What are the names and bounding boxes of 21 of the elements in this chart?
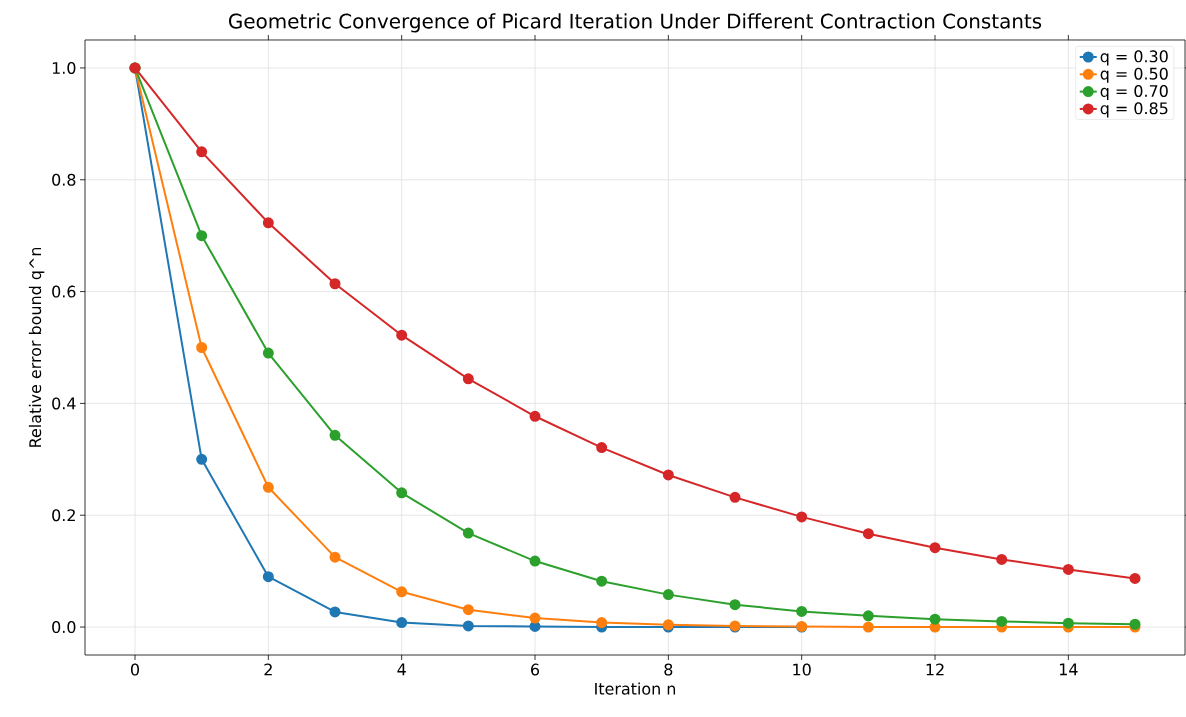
x-tick-label: 4 bbox=[397, 663, 406, 676]
x-tick-label: 2 bbox=[264, 663, 272, 676]
x-tick-label: 8 bbox=[664, 663, 673, 676]
x-tick-label: 12 bbox=[926, 663, 944, 676]
legend-label: q = 0.50 bbox=[1100, 67, 1168, 83]
y-axis-title: Relative error bound q^n bbox=[28, 247, 45, 447]
x-tick-label: 14 bbox=[1059, 663, 1078, 676]
y-tick-label: 0.0 bbox=[52, 621, 76, 634]
x-tick-label: 0 bbox=[130, 663, 140, 676]
legend-label: q = 0.30 bbox=[1100, 50, 1168, 66]
x-tick-label: 6 bbox=[531, 663, 540, 676]
y-tick-label: 0.6 bbox=[52, 285, 76, 298]
x-tick-label: 10 bbox=[793, 663, 811, 676]
legend-label: q = 0.85 bbox=[1100, 102, 1168, 118]
y-tick-label: 0.4 bbox=[52, 397, 76, 410]
y-tick-label: 0.2 bbox=[52, 509, 75, 522]
x-axis-title: Iteration n bbox=[595, 682, 676, 695]
chart-title: Geometric Convergence of Picard Iteration Under Different Contraction Constants bbox=[229, 13, 1042, 33]
legend-label: q = 0.70 bbox=[1100, 84, 1168, 101]
y-tick-label: 0.8 bbox=[52, 173, 76, 186]
y-tick-label: 1.0 bbox=[52, 61, 76, 74]
